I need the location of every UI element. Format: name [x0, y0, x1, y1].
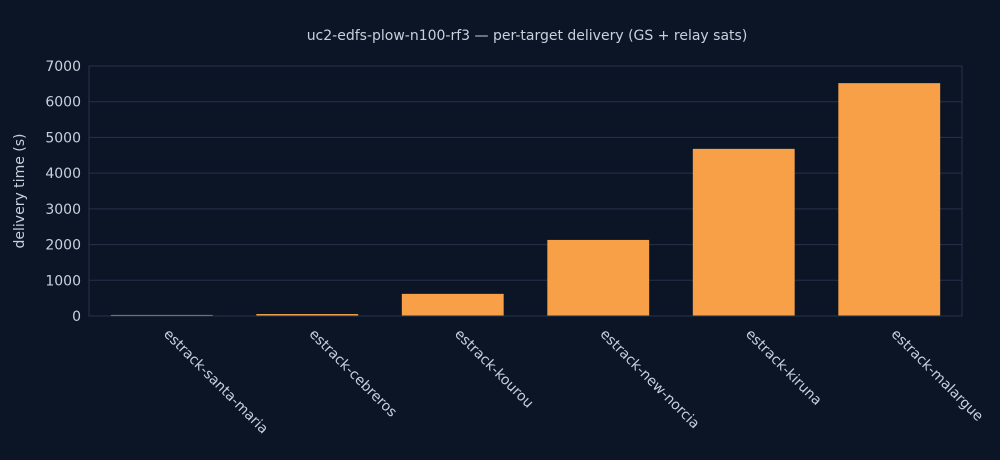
- bar: [838, 83, 941, 317]
- y-tick-label: 3000: [45, 202, 81, 218]
- x-tick-label: estrack-kourou: [451, 326, 536, 411]
- y-tick-label: 0: [72, 309, 81, 325]
- bar: [547, 239, 650, 316]
- y-axis-label: delivery time (s): [12, 134, 28, 249]
- x-axis-ticks: estrack-santa-maria estrack-cebreros estra…: [160, 326, 986, 437]
- y-tick-label: 6000: [45, 95, 81, 111]
- y-tick-label: 5000: [45, 130, 81, 146]
- y-axis-ticks: 0 1000 2000 3000 4000 5000 6000 7000: [45, 59, 81, 325]
- x-tick-label: estrack-kiruna: [742, 326, 824, 408]
- gridlines: [89, 65, 962, 317]
- chart-title: uc2-edfs-plow-n100-rf3 — per-target deli…: [307, 28, 748, 44]
- x-tick-label: estrack-santa-maria: [160, 326, 271, 437]
- y-tick-label: 2000: [45, 238, 81, 254]
- y-tick-label: 7000: [45, 59, 81, 75]
- x-tick-label: estrack-cebreros: [306, 326, 400, 420]
- x-tick-label: estrack-malargue: [888, 326, 986, 424]
- y-tick-label: 4000: [45, 166, 81, 182]
- bar: [692, 148, 795, 316]
- bar: [110, 314, 213, 316]
- plot-frame: [88, 65, 963, 317]
- bar: [401, 293, 504, 316]
- y-tick-label: 1000: [45, 273, 81, 289]
- x-tick-label: estrack-new-norcia: [597, 326, 703, 432]
- bar: [256, 314, 359, 316]
- bars: [110, 83, 941, 317]
